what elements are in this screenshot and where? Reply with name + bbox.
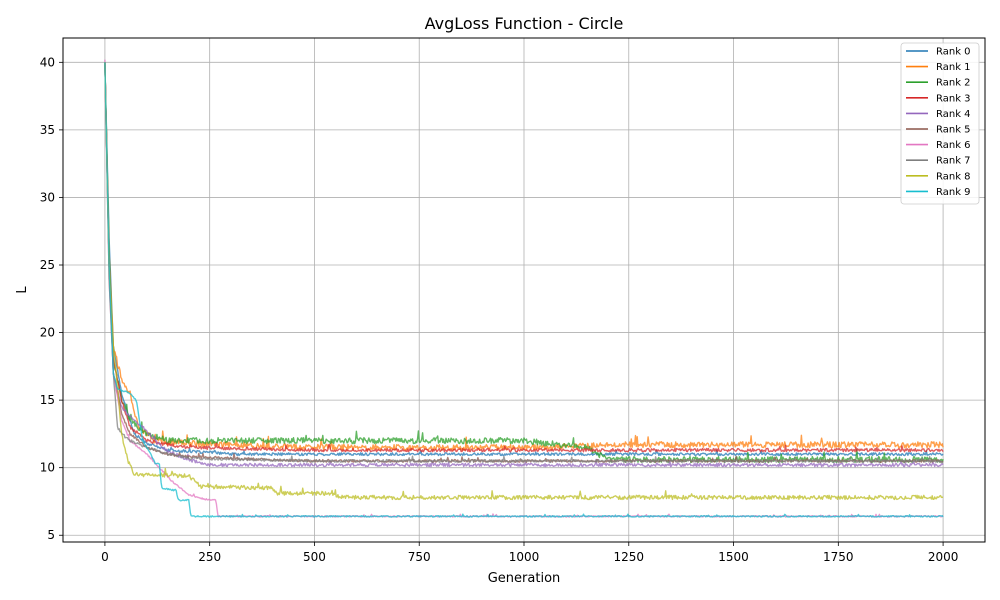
x-ticks: 0 250 500 750 1000 1250 1500 1750 2000 bbox=[101, 542, 958, 564]
series-line-rank-7 bbox=[104, 62, 944, 463]
y-tick-label: 40 bbox=[40, 55, 55, 69]
x-axis-label: Generation bbox=[488, 571, 561, 586]
y-tick-label: 30 bbox=[40, 190, 55, 204]
series-line-rank-3 bbox=[104, 62, 944, 453]
series-line-rank-8 bbox=[104, 62, 944, 501]
legend: Rank 0 Rank 1 Rank 2 Rank 3 Rank 4 Rank 5 Rank… bbox=[900, 42, 980, 205]
legend-label: Rank 3 bbox=[936, 93, 971, 104]
legend-label: Rank 5 bbox=[936, 125, 971, 136]
legend-box bbox=[900, 42, 980, 205]
y-tick-label: 35 bbox=[40, 123, 55, 137]
x-tick-label: 2000 bbox=[928, 550, 959, 564]
y-ticks: 5 10 15 20 25 30 35 40 bbox=[40, 55, 63, 542]
y-tick-label: 25 bbox=[40, 258, 55, 272]
legend-label: Rank 0 bbox=[936, 47, 971, 58]
series-line-rank-9 bbox=[104, 62, 944, 518]
x-tick-label: 1000 bbox=[509, 550, 540, 564]
legend-label: Rank 4 bbox=[936, 109, 971, 120]
legend-label: Rank 2 bbox=[936, 78, 971, 89]
x-tick-label: 1250 bbox=[613, 550, 644, 564]
y-axis-label: L bbox=[15, 286, 30, 294]
x-tick-label: 0 bbox=[101, 550, 109, 564]
chart-title: AvgLoss Function - Circle bbox=[425, 14, 624, 33]
series-layer bbox=[104, 59, 944, 518]
y-tick-label: 15 bbox=[40, 393, 55, 407]
legend-label: Rank 9 bbox=[936, 187, 971, 198]
y-tick-label: 10 bbox=[40, 461, 55, 475]
series-line-rank-4 bbox=[104, 62, 944, 468]
legend-label: Rank 8 bbox=[936, 171, 971, 182]
x-tick-label: 250 bbox=[198, 550, 221, 564]
legend-label: Rank 6 bbox=[936, 140, 971, 151]
x-tick-label: 500 bbox=[303, 550, 326, 564]
legend-label: Rank 7 bbox=[936, 156, 971, 167]
x-tick-label: 750 bbox=[408, 550, 431, 564]
y-tick-label: 20 bbox=[40, 326, 55, 340]
x-tick-label: 1500 bbox=[718, 550, 749, 564]
grid bbox=[63, 38, 985, 542]
legend-label: Rank 1 bbox=[936, 62, 971, 73]
y-tick-label: 5 bbox=[47, 528, 55, 542]
x-tick-label: 1750 bbox=[823, 550, 854, 564]
series-line-rank-0 bbox=[104, 62, 944, 457]
